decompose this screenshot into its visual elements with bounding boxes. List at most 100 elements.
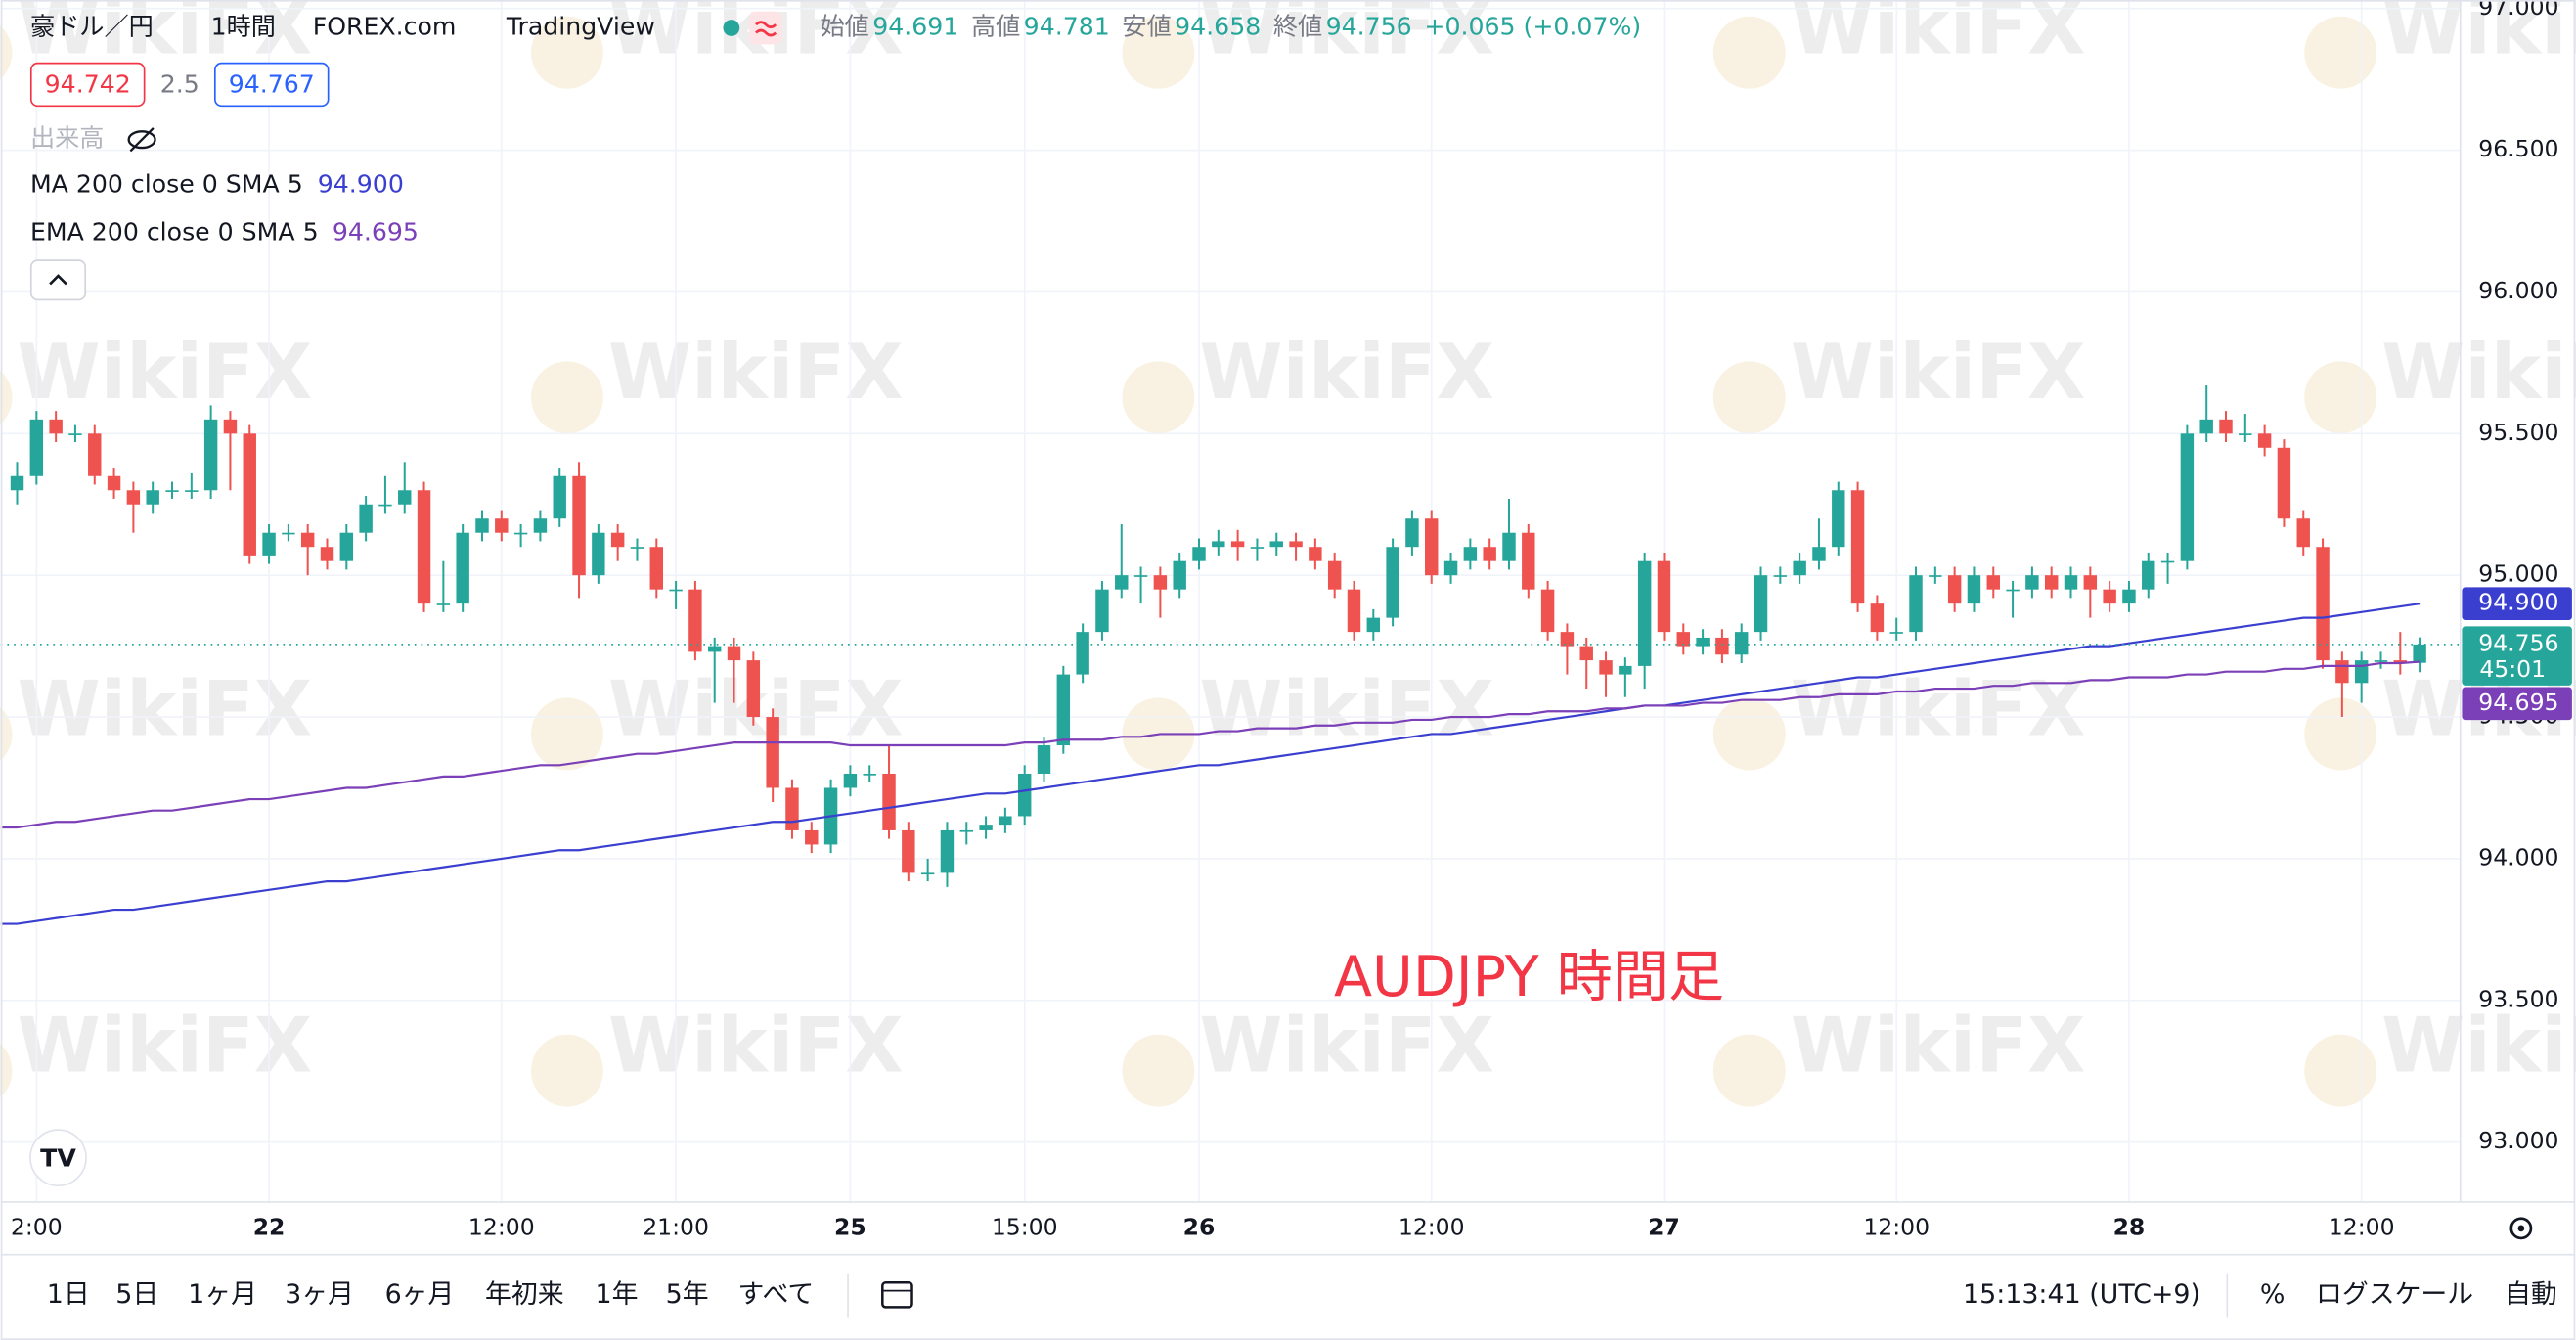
watermark: WikiFX xyxy=(2381,329,2576,417)
watermark-icon xyxy=(531,16,603,89)
tv-logo[interactable]: 𝗧𝗩 xyxy=(29,1129,87,1187)
watermark-icon xyxy=(1122,16,1195,89)
y-tick-label: 93.000 xyxy=(2478,1127,2558,1154)
watermark-icon xyxy=(0,706,13,762)
candle-body xyxy=(1986,575,2000,590)
candle-body xyxy=(2142,560,2155,590)
source: FOREX.com xyxy=(313,13,457,41)
ema-price-tag-label: 94.695 xyxy=(2478,689,2558,716)
candle-body xyxy=(1405,518,1419,548)
collapse-button[interactable] xyxy=(29,259,87,301)
candle-body xyxy=(2354,660,2369,684)
candle-body xyxy=(1909,575,1923,633)
candle-body xyxy=(1522,532,1535,590)
candle-body xyxy=(708,646,722,652)
watermark-icon xyxy=(1122,1034,1195,1107)
candle-body xyxy=(1095,589,1109,633)
candle-body xyxy=(1269,541,1283,548)
candle-body xyxy=(1812,547,1826,561)
candle-body xyxy=(320,547,334,561)
watermark: WikiFX xyxy=(18,1002,313,1090)
watermark-icon xyxy=(0,25,13,80)
candle-body xyxy=(1754,575,1768,633)
candle-body xyxy=(513,532,528,535)
range-buttons: 1日 5日 1ヶ月 3ヶ月 6ヶ月 年初来 1年 5年 すべて xyxy=(47,1279,814,1310)
candle-body xyxy=(339,532,354,561)
candle-body xyxy=(805,829,819,845)
watermark: WikiFX xyxy=(18,665,313,753)
candle-body xyxy=(669,589,683,592)
low-value: 94.658 xyxy=(1175,13,1261,41)
candle-body xyxy=(475,518,489,533)
watermark: WikiFX xyxy=(608,329,904,417)
candle-body xyxy=(1425,518,1439,576)
range-button[interactable]: 5日 xyxy=(115,1279,158,1310)
candle-body xyxy=(630,547,644,549)
range-button[interactable]: 6ヶ月 xyxy=(385,1279,455,1310)
candle-body xyxy=(1076,632,1089,675)
ema-price-tag xyxy=(2462,687,2572,721)
log-scale[interactable]: ログスケール xyxy=(2316,1279,2473,1310)
candle-body xyxy=(940,829,955,873)
candle-body xyxy=(1443,560,1458,576)
candle-body xyxy=(727,646,741,661)
ask-box[interactable] xyxy=(213,62,330,108)
range-button[interactable]: すべて xyxy=(738,1279,815,1310)
high-value: 94.781 xyxy=(1024,13,1110,41)
platform: TradingView xyxy=(506,13,655,41)
candle-body xyxy=(2277,447,2291,519)
ema-legend-value: 94.695 xyxy=(333,217,419,246)
watermark-icon xyxy=(1712,16,1786,89)
candle-body xyxy=(495,518,509,533)
icon[interactable] xyxy=(749,11,782,45)
settings-icon[interactable] xyxy=(2509,1217,2533,1240)
range-button[interactable]: 5年 xyxy=(666,1279,709,1310)
candle-body xyxy=(999,816,1012,826)
x-tick-label: 26 xyxy=(1183,1213,1216,1240)
candle-body xyxy=(1366,617,1381,633)
low-label: 安値 xyxy=(1122,13,1171,41)
candle-body xyxy=(2219,419,2233,434)
candle-body xyxy=(1483,547,1496,561)
y-tick-label: 95.500 xyxy=(2478,419,2558,446)
range-button[interactable]: 1年 xyxy=(595,1279,638,1310)
candle-body xyxy=(2374,660,2388,662)
y-tick-label: 95.000 xyxy=(2478,560,2558,588)
annotation: AUDJPY 時間足 xyxy=(1334,945,1724,1009)
candle-body xyxy=(185,490,199,492)
range-button[interactable]: 3ヶ月 xyxy=(285,1279,354,1310)
market-status xyxy=(723,20,740,36)
candle-body xyxy=(1133,575,1148,577)
candle-body xyxy=(688,589,702,652)
watermark-icon xyxy=(0,370,13,424)
bid-box[interactable] xyxy=(29,62,146,108)
watermark-icon xyxy=(1122,361,1195,434)
candle-body xyxy=(1657,560,1671,633)
grid xyxy=(0,0,2461,1202)
candle-body xyxy=(1540,589,1555,633)
candle-body xyxy=(2239,433,2252,435)
candle-body xyxy=(1947,575,1962,604)
watermark-icon xyxy=(0,1043,13,1098)
candle-body xyxy=(2296,518,2310,548)
candle-body xyxy=(592,532,605,576)
range-button[interactable]: 1日 xyxy=(47,1279,90,1310)
candle-body xyxy=(417,490,431,604)
watermark-icon xyxy=(531,697,603,771)
symbol: 豪ドル／円 xyxy=(30,13,154,41)
candle-body xyxy=(2160,560,2175,563)
candle-body xyxy=(553,475,566,519)
watermark: WikiFX xyxy=(1791,329,2086,417)
range-button[interactable]: 1ヶ月 xyxy=(188,1279,257,1310)
candle-body xyxy=(843,773,858,788)
range-button[interactable]: 年初来 xyxy=(485,1279,564,1310)
candle-body xyxy=(2413,644,2426,663)
ma-legend-value: 94.900 xyxy=(318,170,404,199)
calendar-icon[interactable] xyxy=(881,1280,913,1309)
auto-scale[interactable]: 自動 xyxy=(2505,1279,2557,1310)
candle-body xyxy=(1056,674,1071,746)
percent[interactable]: % xyxy=(2260,1279,2286,1310)
watermark: WikiFX xyxy=(2381,0,2576,72)
countdown: 45:01 xyxy=(2479,655,2546,683)
hide-icon[interactable] xyxy=(127,127,156,153)
